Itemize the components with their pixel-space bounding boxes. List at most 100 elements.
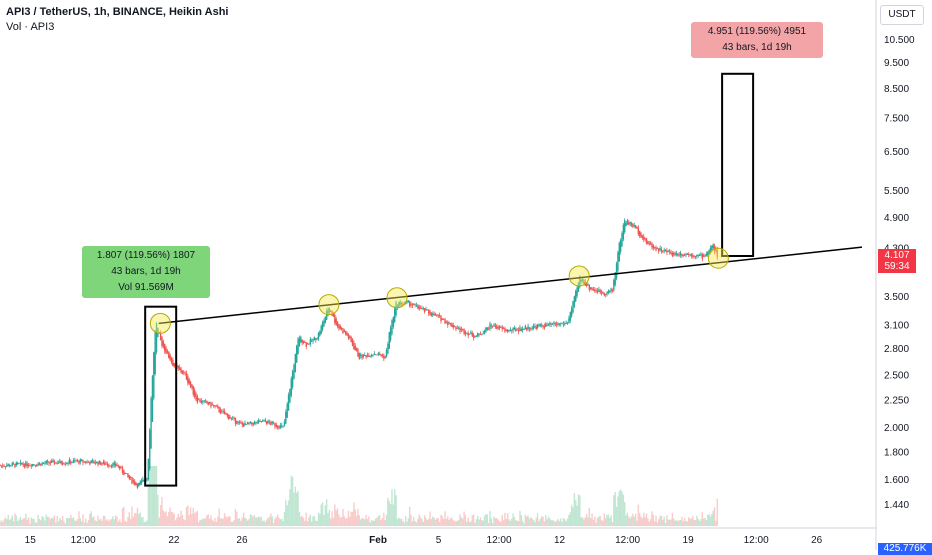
volume-bar (606, 514, 608, 526)
volume-bar (139, 512, 141, 526)
candle-body (697, 254, 699, 256)
volume-bar (29, 523, 31, 526)
trendline[interactable] (158, 246, 863, 325)
candle-body (388, 332, 390, 349)
candle-body (18, 463, 20, 465)
candle-body (698, 255, 701, 256)
volume-bar (389, 504, 392, 526)
volume-bar (633, 516, 635, 526)
volume-bar (369, 522, 371, 526)
volume-bar (607, 514, 610, 526)
candle-body (170, 357, 173, 363)
volume-bar (694, 520, 697, 526)
candle-body (478, 333, 480, 335)
volume-bar (193, 513, 196, 526)
candle-body (449, 323, 452, 324)
candle-body (6, 465, 8, 467)
volume-bar (686, 521, 689, 526)
candle-body (394, 308, 396, 322)
currency-selector[interactable]: USDT (880, 5, 924, 25)
candle-body (128, 475, 130, 479)
candle-body (114, 463, 117, 466)
candle-body (531, 327, 533, 329)
price-axis[interactable]: 10.5009.5008.5007.5006.5005.5004.9004.30… (875, 0, 915, 550)
candle-body (256, 422, 258, 424)
candle-body (487, 328, 490, 330)
volume-bar (486, 514, 488, 526)
candle-body (368, 355, 370, 357)
volume-bar (319, 513, 321, 526)
candle-body (613, 279, 615, 291)
time-axis[interactable]: 15 12:00 22 26 Feb 5 12:00 12 12:00 19 12:00 26 (0, 527, 876, 546)
candle-body (415, 304, 418, 306)
candle-body (502, 328, 505, 329)
candle-body (109, 465, 111, 467)
volume-bar (143, 522, 145, 526)
volume-bar (104, 516, 106, 526)
measure-rectangle (721, 72, 755, 257)
candle-body (49, 462, 52, 464)
candle-body (354, 345, 356, 351)
candle-body (408, 301, 411, 307)
y-tick-label: 3.500 (884, 292, 909, 303)
candle-body (123, 470, 125, 476)
volume-bar (512, 513, 514, 526)
candle-body (294, 353, 297, 372)
candle-body (272, 422, 275, 424)
volume-bar (346, 517, 348, 526)
volume-bar (76, 519, 79, 526)
candle-body (423, 308, 426, 312)
candle-body (134, 480, 136, 485)
candle-body (364, 355, 366, 356)
candle-series (0, 218, 718, 489)
candle-body (321, 322, 324, 330)
volume-bar (689, 518, 691, 526)
candle-body (696, 254, 698, 257)
candle-body (74, 460, 76, 462)
volume-bar (238, 518, 241, 526)
candle-body (336, 322, 339, 327)
candle-body (527, 326, 529, 329)
volume-bar (497, 519, 499, 526)
volume-bar (155, 466, 158, 526)
candle-body (505, 329, 508, 331)
candle-body (82, 460, 84, 463)
candle-body (434, 314, 437, 316)
measure-rectangles[interactable] (144, 72, 755, 487)
y-tick-label: 2.500 (884, 371, 909, 382)
candle-body (189, 381, 192, 387)
candle-body (101, 463, 103, 465)
volume-bar (339, 517, 341, 526)
volume-bar (583, 519, 585, 526)
volume-bar (632, 513, 634, 526)
candle-body (196, 396, 199, 403)
candle-body (387, 344, 389, 354)
volume-bar (455, 520, 457, 526)
candle-body (681, 253, 683, 257)
candle-body (27, 464, 30, 466)
candle-body (517, 329, 520, 332)
volume-bar (237, 518, 239, 526)
volume-bar (577, 494, 580, 526)
candle-body (716, 249, 718, 258)
volume-bar (157, 494, 159, 526)
candle-body (459, 327, 461, 332)
volume-bar (687, 517, 690, 526)
candle-body (142, 479, 144, 482)
candle-body (636, 226, 638, 229)
volume-bar (364, 519, 366, 526)
candle-body (395, 301, 397, 316)
volume-bar (242, 512, 245, 526)
candle-body (444, 319, 446, 324)
candle-body (568, 318, 570, 324)
volume-bar (534, 521, 536, 526)
volume-bar (317, 512, 320, 526)
candle-body (41, 462, 43, 465)
volume-bar (203, 518, 205, 526)
candle-body (259, 420, 261, 422)
volume-bar (105, 520, 107, 526)
candle-body (474, 336, 476, 338)
candle-body (682, 255, 684, 256)
volume-bar (282, 521, 284, 526)
